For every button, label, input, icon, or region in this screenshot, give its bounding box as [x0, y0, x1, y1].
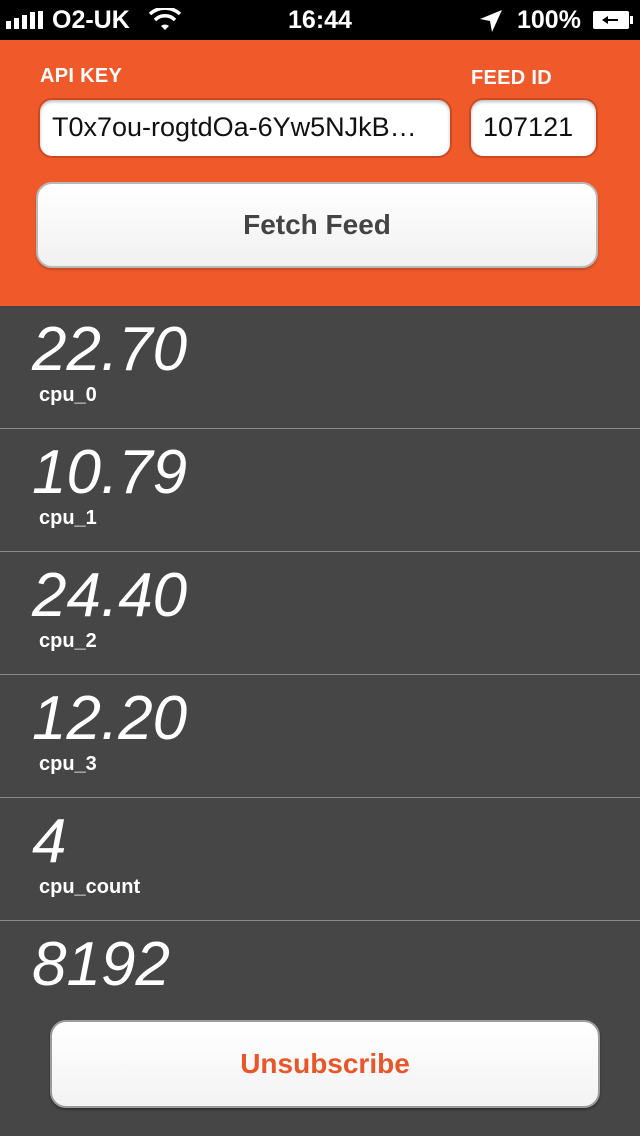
status-time: 16:44	[288, 6, 352, 34]
datastream-value: 22.70	[32, 315, 188, 384]
datastream-name: cpu_2	[39, 630, 97, 652]
datastream-value: 10.79	[32, 438, 188, 507]
feed-id-label: FEED ID	[471, 67, 552, 89]
list-item[interactable]: 24.40 cpu_2	[0, 552, 640, 675]
list-item[interactable]: 22.70 cpu_0	[0, 306, 640, 429]
datastream-name: cpu_0	[39, 384, 97, 406]
list-item[interactable]: 12.20 cpu_3	[0, 675, 640, 798]
datastream-name: cpu_1	[39, 507, 97, 529]
battery-charging-icon	[593, 11, 633, 29]
datastream-value: 12.20	[32, 684, 188, 753]
list-item[interactable]: 10.79 cpu_1	[0, 429, 640, 552]
datastream-value: 8192	[32, 930, 170, 999]
api-key-input[interactable]: T0x7ou-rogtdOa-6Yw5NJkB…	[38, 98, 452, 158]
api-key-label: API KEY	[40, 65, 123, 87]
wifi-icon	[148, 8, 182, 30]
feed-id-input[interactable]: 107121	[469, 98, 598, 158]
location-arrow-icon	[480, 10, 502, 32]
datastream-name: cpu_3	[39, 753, 97, 775]
list-item[interactable]: 4 cpu_count	[0, 798, 640, 921]
datastream-list[interactable]: 22.70 cpu_0 10.79 cpu_1 24.40 cpu_2 12.2…	[0, 306, 640, 1044]
datastream-value: 24.40	[32, 561, 188, 630]
datastream-value: 4	[32, 807, 67, 876]
fetch-feed-button[interactable]: Fetch Feed	[36, 182, 598, 268]
list-item[interactable]: 8192	[0, 921, 640, 1044]
status-bar: O2-UK 16:44 100%	[0, 0, 640, 40]
battery-percent: 100%	[517, 6, 581, 34]
datastream-name: cpu_count	[39, 876, 141, 898]
unsubscribe-button[interactable]: Unsubscribe	[50, 1020, 600, 1108]
carrier-name: O2-UK	[52, 6, 130, 34]
signal-bars-icon	[6, 11, 43, 29]
feed-settings-panel: API KEY FEED ID T0x7ou-rogtdOa-6Yw5NJkB……	[0, 40, 640, 306]
